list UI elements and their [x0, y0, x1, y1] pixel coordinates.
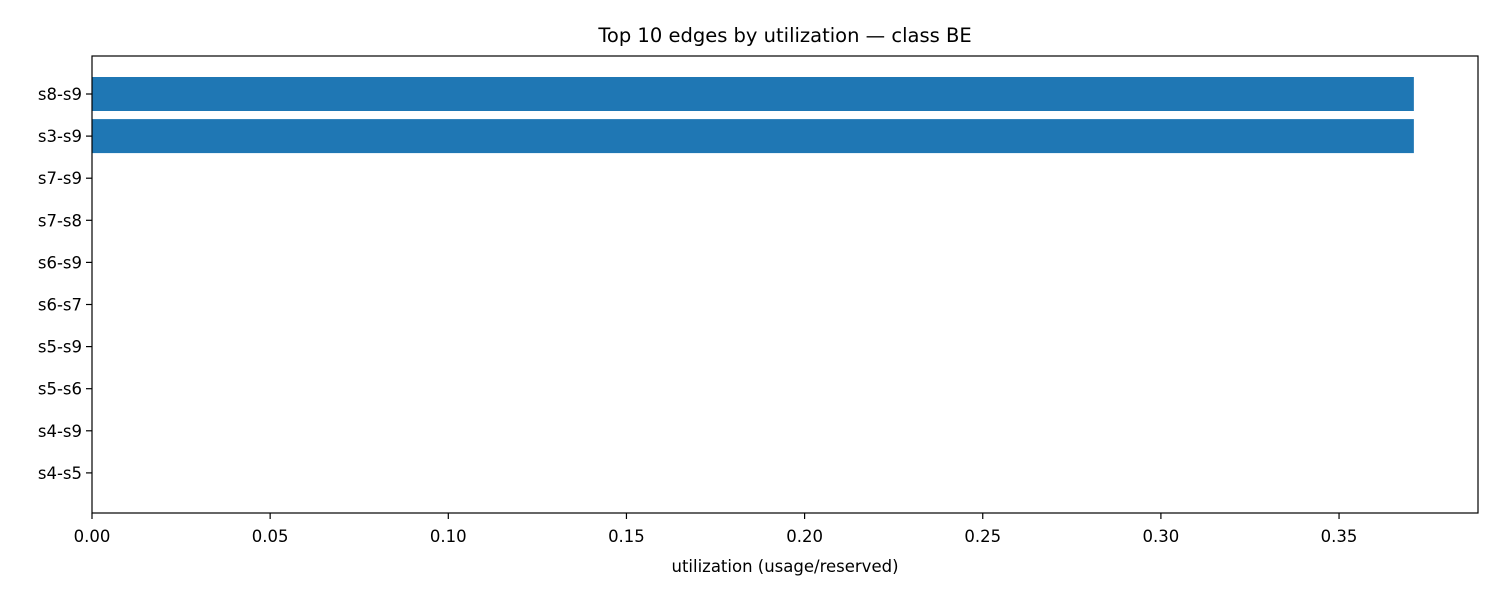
bar-s8-s9 [92, 77, 1414, 111]
x-axis-ticks: 0.00 0.05 0.10 0.15 0.20 0.25 0.30 0.35 [74, 513, 1358, 546]
x-tick-label: 0.10 [430, 527, 467, 546]
y-tick-label: s5-s6 [38, 380, 82, 399]
y-axis-ticks: s8-s9 s3-s9 s7-s9 s7-s8 s6-s9 s6-s7 s5-s9 s5-s6… [38, 85, 92, 483]
plot-frame [91, 55, 1479, 514]
y-tick-label: s8-s9 [38, 85, 82, 104]
y-tick-label: s6-s7 [38, 296, 82, 315]
x-tick-label: 0.05 [252, 527, 289, 546]
x-tick-label: 0.20 [786, 527, 823, 546]
y-tick-label: s7-s9 [38, 169, 82, 188]
y-tick-label: s7-s8 [38, 211, 82, 230]
x-tick-label: 0.35 [1321, 527, 1358, 546]
y-tick-label: s4-s9 [38, 422, 82, 441]
y-tick-label: s3-s9 [38, 127, 82, 146]
bars-group [92, 77, 1414, 154]
bar-s3-s9 [92, 119, 1414, 154]
x-tick-label: 0.15 [608, 527, 645, 546]
x-tick-label: 0.00 [74, 527, 111, 546]
y-tick-label: s4-s5 [38, 464, 82, 483]
y-tick-label: s6-s9 [38, 253, 82, 272]
chart-title: Top 10 edges by utilization — class BE [597, 24, 971, 47]
x-tick-label: 0.25 [964, 527, 1001, 546]
x-tick-label: 0.30 [1143, 527, 1180, 546]
y-tick-label: s5-s9 [38, 338, 82, 357]
x-axis-label: utilization (usage/reserved) [671, 557, 898, 576]
